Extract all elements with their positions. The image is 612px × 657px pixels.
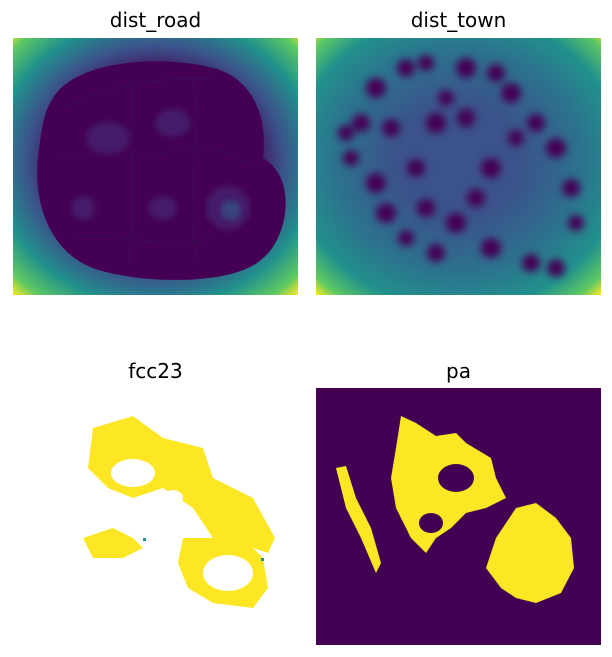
chart-title-pa: pa — [446, 359, 471, 383]
chart-title-dist-town: dist_town — [410, 8, 507, 32]
pa-heatmap — [316, 388, 601, 645]
dist-town-heatmap — [316, 38, 601, 295]
chart-title-fcc23: fcc23 — [128, 359, 183, 383]
dist-road-heatmap — [13, 38, 298, 295]
fcc23-heatmap — [13, 388, 298, 645]
chart-title-dist-road: dist_road — [109, 8, 202, 32]
